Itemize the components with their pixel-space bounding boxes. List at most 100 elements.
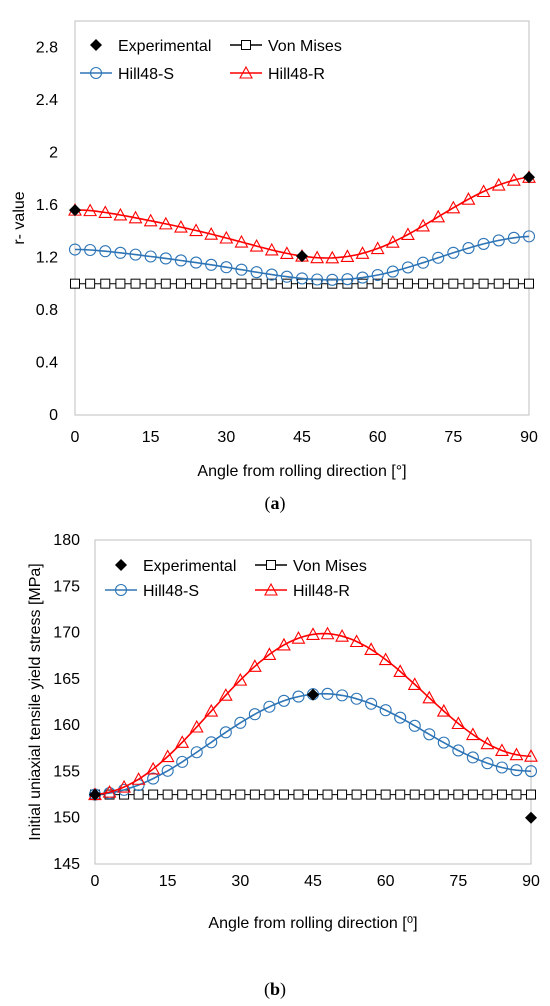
x-tick-label: 60 [377, 873, 395, 890]
marker-hill48-r [160, 749, 175, 763]
marker-hill48-r [349, 634, 364, 648]
marker-von-mises [133, 789, 144, 800]
data-point-experimental [69, 204, 81, 217]
marker-hill48-r [495, 743, 509, 757]
data-point-experimental [523, 171, 535, 184]
y-tick-label: 2.8 [36, 39, 58, 56]
marker-hill48-s [379, 704, 392, 717]
marker-von-mises [496, 789, 507, 800]
legend-label: Von Mises [293, 558, 367, 575]
legend-item-experimental: Experimental [90, 38, 211, 55]
marker-hill48-r [146, 761, 161, 775]
marker-hill48-s [99, 245, 112, 258]
marker-von-mises [511, 789, 522, 800]
y-tick-labels: 0 0.4 0.8 1.2 1.6 2 2.4 2.8 [36, 39, 58, 424]
marker-hill48-r [355, 246, 370, 259]
marker-von-mises [409, 789, 420, 800]
legend-item-hill48-r: Hill48-R [230, 65, 325, 83]
marker-hill48-r [175, 735, 190, 748]
marker-von-mises [453, 789, 464, 800]
marker-hill48-r [128, 210, 143, 224]
marker-hill48-r [407, 677, 422, 690]
legend-marker [114, 583, 128, 597]
marker-hill48-r [218, 688, 233, 701]
marker-hill48-s [295, 272, 309, 285]
legend-label: Experimental [143, 558, 236, 575]
marker-hill48-r [335, 629, 349, 642]
marker-hill48-s [524, 765, 538, 778]
marker-von-mises [278, 789, 289, 800]
marker-hill48-s [447, 246, 460, 259]
legend-label: Hill48-R [293, 583, 350, 600]
marker-hill48-s [176, 755, 189, 768]
marker-hill48-r [306, 627, 320, 640]
series-layer [68, 170, 536, 289]
legend-item-experimental: Experimental [115, 558, 236, 575]
series-hill48-r [88, 626, 538, 801]
series-line-hill48-r [74, 176, 530, 259]
marker-hill48-s [250, 266, 263, 279]
marker-von-mises [100, 278, 111, 289]
marker-von-mises [508, 278, 519, 289]
marker-hill48-r [451, 716, 466, 730]
marker-von-mises [395, 789, 406, 800]
marker-hill48-r [436, 703, 451, 717]
legend-marker [115, 559, 127, 571]
marker-von-mises [221, 278, 232, 289]
y-tick-label: 160 [53, 717, 80, 734]
data-point-experimental [307, 688, 319, 701]
marker-hill48-s [401, 261, 414, 274]
marker-hill48-r [113, 207, 128, 221]
marker-von-mises [160, 278, 171, 289]
series-line-hill48-s [75, 235, 530, 281]
marker-von-mises [191, 789, 202, 800]
marker-von-mises [308, 789, 318, 800]
marker-hill48-s [492, 234, 505, 247]
y-tick-label: 150 [53, 810, 80, 827]
marker-von-mises [438, 789, 449, 800]
x-tick-label: 45 [304, 873, 322, 890]
marker-hill48-r [465, 727, 480, 741]
legend-item-hill48-s: Hill48-S [105, 583, 199, 600]
marker-hill48-s [365, 697, 378, 710]
marker-von-mises [206, 278, 217, 289]
marker-hill48-r [262, 647, 277, 660]
marker-hill48-r [249, 238, 264, 252]
plot-area-frame [94, 539, 532, 865]
marker-von-mises [493, 278, 504, 289]
marker-hill48-s [452, 744, 465, 757]
marker-hill48-s [321, 687, 334, 700]
marker-von-mises [85, 278, 96, 289]
x-tick-label: 15 [142, 429, 160, 446]
marker-von-mises [526, 789, 536, 800]
marker-hill48-s [292, 690, 305, 703]
marker-hill48-s [423, 728, 436, 741]
legend-label: Experimental [118, 38, 211, 55]
marker-hill48-s [263, 700, 276, 713]
marker-hill48-s [248, 708, 261, 721]
x-tick-label: 90 [520, 429, 538, 446]
caption-b: (b) [264, 979, 286, 1000]
marker-hill48-s [466, 751, 479, 764]
data-point-experimental [296, 250, 308, 263]
marker-hill48-r [393, 664, 408, 677]
marker-hill48-s [280, 270, 293, 283]
legend-item-hill48-s: Hill48-S [80, 66, 174, 83]
marker-hill48-s [68, 243, 82, 256]
x-tick-label: 30 [217, 429, 235, 446]
marker-hill48-s [477, 237, 490, 250]
marker-hill48-r [219, 230, 234, 244]
marker-hill48-s [235, 263, 248, 276]
marker-hill48-r [247, 659, 262, 672]
marker-hill48-s [394, 711, 407, 724]
x-tick-label: 15 [159, 873, 177, 890]
marker-von-mises [463, 278, 474, 289]
marker-von-mises [524, 278, 534, 289]
legend-label: Hill48-S [143, 583, 199, 600]
marker-hill48-r [364, 642, 379, 655]
legend-marker [239, 65, 253, 79]
marker-von-mises [235, 789, 246, 800]
marker-hill48-s [336, 689, 349, 702]
marker-von-mises [366, 789, 377, 800]
marker-von-mises [337, 789, 348, 800]
